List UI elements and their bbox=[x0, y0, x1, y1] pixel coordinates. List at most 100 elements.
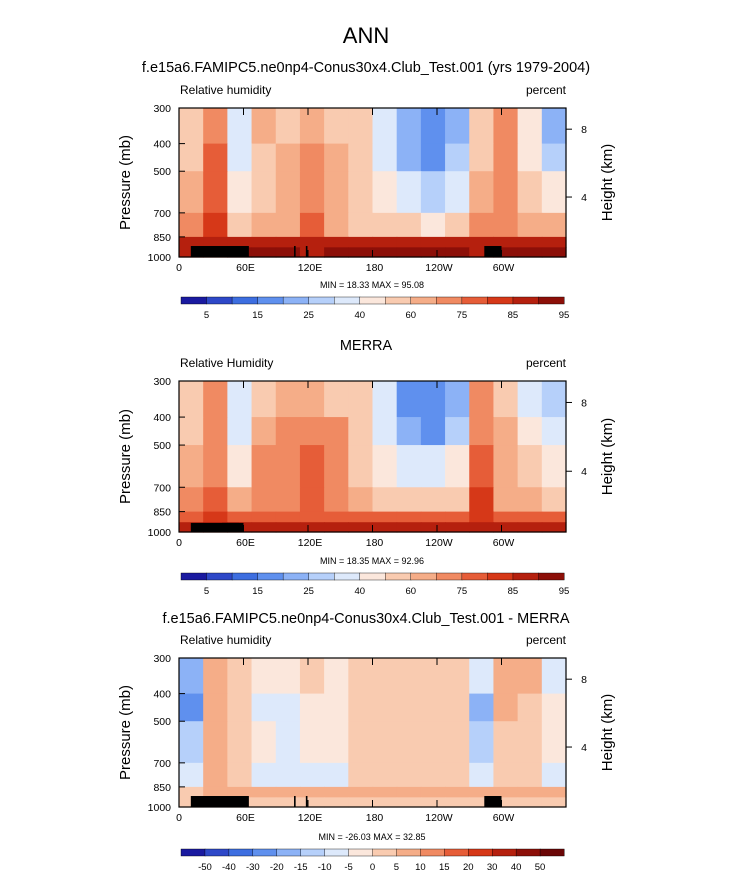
y-tick-label: 500 bbox=[153, 716, 171, 728]
colorbar-swatch bbox=[348, 848, 373, 857]
y-axis-label: Pressure (mb) bbox=[117, 135, 134, 230]
chart-title: f.e15a6.FAMIPC5.ne0np4-Conus30x4.Club_Te… bbox=[142, 60, 590, 76]
colorbar-swatch bbox=[385, 296, 412, 305]
heatmap-cell bbox=[493, 445, 519, 488]
colorbar-swatch bbox=[487, 296, 514, 305]
colorbar-swatch bbox=[231, 572, 259, 581]
heatmap-cell bbox=[275, 693, 301, 722]
heatmap-cell bbox=[251, 721, 277, 764]
y-tick-label: 850 bbox=[153, 507, 171, 519]
heatmap-cell bbox=[445, 417, 470, 446]
heatmap-cell bbox=[420, 721, 446, 764]
heatmap-cell bbox=[299, 171, 325, 214]
heatmap-cell bbox=[203, 143, 228, 172]
colorbar-label: -30 bbox=[246, 862, 260, 872]
colorbar-swatch bbox=[300, 848, 326, 857]
heatmap-cell bbox=[517, 143, 543, 172]
heatmap-cell bbox=[445, 212, 470, 238]
heatmap-cell bbox=[445, 487, 470, 513]
terrain-block bbox=[190, 246, 215, 257]
colorbar-swatch bbox=[257, 572, 284, 581]
heatmap-cell bbox=[227, 212, 253, 238]
heatmap-cell bbox=[396, 797, 422, 808]
y-right-axis-label: Height (km) bbox=[599, 694, 616, 772]
heatmap-cell bbox=[251, 797, 277, 808]
heatmap-cell bbox=[179, 721, 204, 764]
heatmap-cell bbox=[493, 721, 519, 764]
heatmap-cell bbox=[469, 487, 495, 513]
x-tick-label: 120W bbox=[425, 262, 453, 274]
heatmap-cell bbox=[299, 693, 325, 722]
heatmap-cell bbox=[179, 171, 204, 214]
heatmap-cell bbox=[493, 786, 519, 798]
heatmap-cell bbox=[299, 658, 325, 695]
heatmap-cell bbox=[541, 522, 567, 533]
colorbar-label: 15 bbox=[252, 586, 263, 597]
heatmap-cell bbox=[493, 417, 519, 446]
heatmap-cell bbox=[469, 212, 495, 238]
heatmap-field bbox=[179, 658, 567, 808]
heatmap-cell bbox=[517, 511, 543, 523]
x-tick-label: 180 bbox=[366, 537, 384, 549]
heatmap-cell bbox=[299, 786, 325, 798]
heatmap-cell bbox=[203, 511, 228, 523]
heatmap-cell bbox=[445, 762, 470, 788]
heatmap-cell bbox=[420, 247, 446, 258]
heatmap-cell bbox=[324, 143, 349, 172]
heatmap-cell bbox=[469, 417, 495, 446]
heatmap-cell bbox=[324, 658, 349, 695]
heatmap-cell bbox=[299, 236, 325, 248]
heatmap-cell bbox=[324, 417, 349, 446]
min-max-label: MIN = -26.03 MAX = 32.85 bbox=[318, 832, 425, 842]
heatmap-cell bbox=[227, 658, 253, 695]
heatmap-cell bbox=[324, 511, 349, 523]
colorbar-label: 25 bbox=[303, 586, 314, 597]
y-tick-label: 700 bbox=[153, 208, 171, 220]
heatmap-cell bbox=[348, 693, 374, 722]
heatmap-cell bbox=[445, 247, 470, 258]
min-max-label: MIN = 18.35 MAX = 92.96 bbox=[320, 556, 424, 566]
colorbar-label: 5 bbox=[204, 310, 209, 321]
y-right-axis-label: Height (km) bbox=[599, 418, 616, 496]
colorbar-label: 60 bbox=[406, 310, 417, 321]
colorbar-label: 10 bbox=[415, 862, 426, 872]
terrain-block bbox=[484, 796, 502, 807]
heatmap-cell bbox=[420, 212, 446, 238]
heatmap-cell bbox=[299, 762, 325, 788]
colorbar-swatch bbox=[282, 572, 310, 581]
heatmap-cell bbox=[420, 143, 446, 172]
heatmap-cell bbox=[348, 658, 374, 695]
terrain-block bbox=[294, 246, 296, 257]
colorbar-label: -10 bbox=[318, 862, 332, 872]
heatmap-cell bbox=[372, 721, 398, 764]
x-tick-label: 120W bbox=[425, 537, 453, 549]
chart-title: MERRA bbox=[340, 338, 393, 354]
y-tick-label: 700 bbox=[153, 482, 171, 494]
colorbar-swatch bbox=[410, 296, 437, 305]
heatmap-cell bbox=[348, 108, 374, 145]
heatmap-cell bbox=[517, 487, 543, 513]
heatmap-cell bbox=[324, 171, 349, 214]
heatmap-cell bbox=[541, 797, 567, 808]
heatmap-cell bbox=[469, 236, 495, 248]
heatmap-cell bbox=[299, 721, 325, 764]
heatmap-cell bbox=[372, 445, 398, 488]
y-tick-label: 1000 bbox=[148, 802, 172, 814]
colorbar-swatch bbox=[538, 296, 565, 305]
heatmap-cell bbox=[372, 381, 398, 418]
main-title: ANN bbox=[343, 23, 389, 48]
heatmap-cell bbox=[251, 247, 277, 258]
colorbar-swatch bbox=[512, 296, 539, 305]
heatmap-cell bbox=[299, 212, 325, 238]
x-tick-label: 60E bbox=[236, 537, 255, 549]
terrain-block bbox=[305, 246, 308, 257]
heatmap-cell bbox=[420, 693, 446, 722]
heatmap-cell bbox=[396, 212, 422, 238]
heatmap-cell bbox=[348, 171, 374, 214]
heatmap-cell bbox=[348, 381, 374, 418]
colorbar-label: -50 bbox=[198, 862, 212, 872]
heatmap-cell bbox=[372, 693, 398, 722]
heatmap-cell bbox=[396, 658, 422, 695]
colorbar-swatch bbox=[396, 848, 421, 857]
min-max-label: MIN = 18.33 MAX = 95.08 bbox=[320, 280, 424, 290]
